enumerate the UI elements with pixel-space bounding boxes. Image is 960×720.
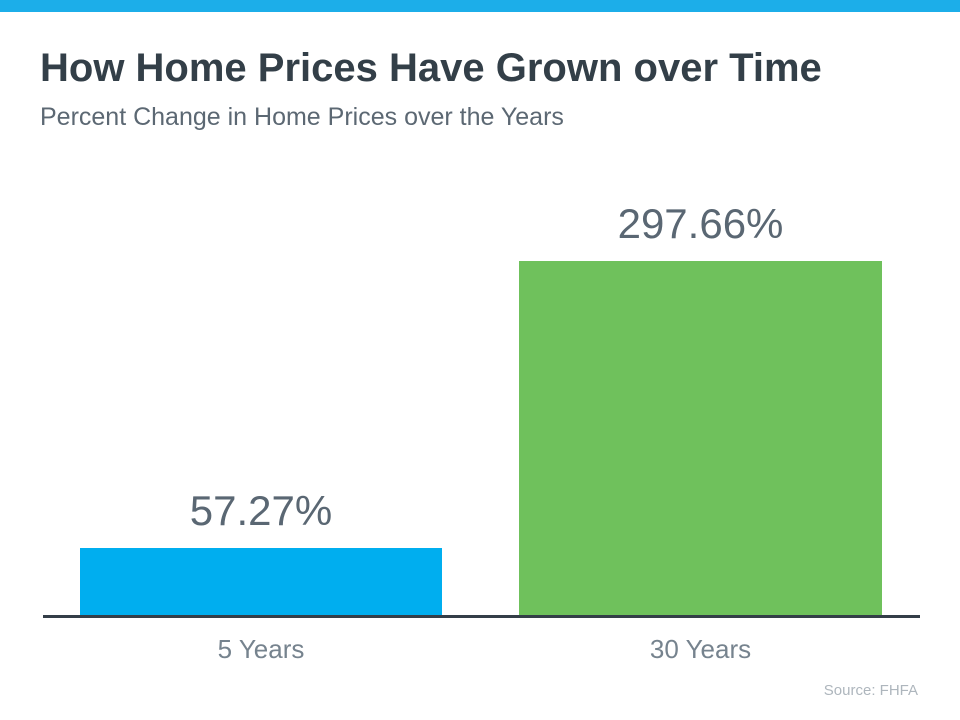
- category-label-5-years: 5 Years: [217, 634, 305, 664]
- bar-5-years: [80, 548, 442, 616]
- chart-subtitle: Percent Change in Home Prices over the Y…: [40, 103, 564, 131]
- bar-column-30-years: 297.66%: [519, 200, 882, 616]
- bar-column-5-years: 57.27%: [80, 487, 442, 616]
- bar-30-years: [519, 261, 882, 616]
- top-accent-bar: [0, 0, 960, 12]
- bar-value-label-5-years: 57.27%: [189, 487, 333, 534]
- page-title: How Home Prices Have Grown over Time: [40, 46, 822, 90]
- x-axis-line: [43, 615, 920, 618]
- category-label-30-years: 30 Years: [649, 634, 752, 664]
- source-note: Source: FHFA: [823, 682, 918, 699]
- bar-value-label-30-years: 297.66%: [617, 200, 784, 247]
